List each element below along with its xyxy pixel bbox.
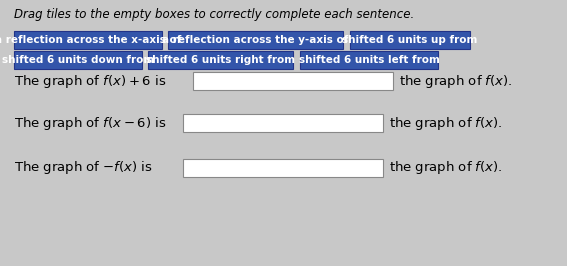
Text: the graph of $f(x)$.: the graph of $f(x)$. bbox=[389, 114, 502, 131]
Text: the graph of $f(x)$.: the graph of $f(x)$. bbox=[399, 73, 513, 89]
FancyBboxPatch shape bbox=[14, 51, 142, 69]
Text: a reflection across the y-axis of: a reflection across the y-axis of bbox=[162, 35, 349, 45]
FancyBboxPatch shape bbox=[14, 31, 162, 49]
FancyBboxPatch shape bbox=[183, 159, 383, 177]
Text: shifted 6 units right from: shifted 6 units right from bbox=[146, 55, 295, 65]
FancyBboxPatch shape bbox=[300, 51, 438, 69]
FancyBboxPatch shape bbox=[193, 72, 393, 90]
Text: Drag tiles to the empty boxes to correctly complete each sentence.: Drag tiles to the empty boxes to correct… bbox=[14, 8, 414, 21]
FancyBboxPatch shape bbox=[168, 31, 343, 49]
FancyBboxPatch shape bbox=[148, 51, 293, 69]
Text: a reflection across the x-axis of: a reflection across the x-axis of bbox=[0, 35, 181, 45]
Text: The graph of $f(x-6)$ is: The graph of $f(x-6)$ is bbox=[14, 114, 167, 131]
Text: shifted 6 units left from: shifted 6 units left from bbox=[299, 55, 439, 65]
Text: the graph of $f(x)$.: the graph of $f(x)$. bbox=[389, 160, 502, 177]
Text: shifted 6 units down from: shifted 6 units down from bbox=[2, 55, 154, 65]
Text: The graph of $-f(x)$ is: The graph of $-f(x)$ is bbox=[14, 160, 153, 177]
Text: The graph of $f(x)+6$ is: The graph of $f(x)+6$ is bbox=[14, 73, 167, 89]
Text: shifted 6 units up from: shifted 6 units up from bbox=[342, 35, 477, 45]
FancyBboxPatch shape bbox=[183, 114, 383, 132]
FancyBboxPatch shape bbox=[350, 31, 470, 49]
